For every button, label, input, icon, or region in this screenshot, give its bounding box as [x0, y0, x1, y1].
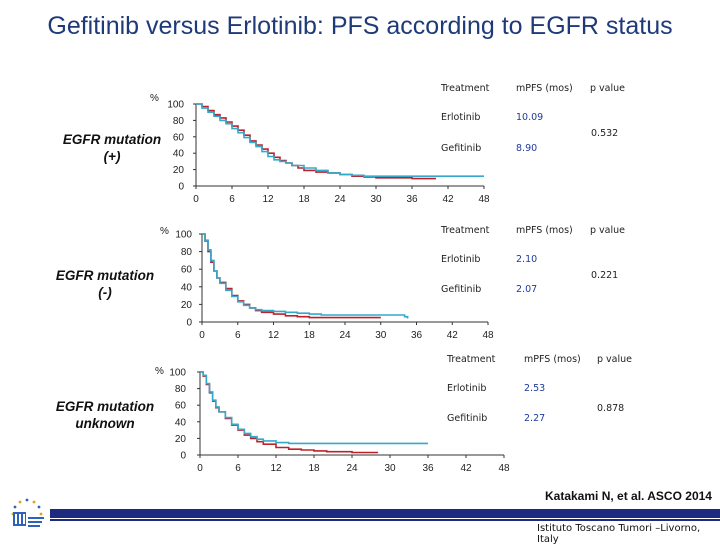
row-label-line2: (-) [98, 285, 112, 300]
p-value: 0.532 [591, 128, 619, 139]
y-tick-label: 40 [175, 417, 187, 428]
citation: Katakami N, et al. ASCO 2014 [545, 489, 712, 503]
y-tick-label: 100 [169, 368, 186, 379]
row-label-egfr-positive: EGFR mutation (+) [62, 131, 162, 165]
row-mpfs: 2.10 [516, 254, 538, 265]
row-mpfs: 2.53 [524, 383, 546, 394]
row-label-line1: EGFR mutation [55, 268, 155, 283]
x-tick-label: 36 [411, 330, 423, 341]
y-tick-label: 20 [181, 300, 193, 311]
x-tick-label: 0 [197, 463, 203, 474]
row-mpfs: 10.09 [516, 112, 544, 123]
header-mpfs: mPFS (mos) [516, 83, 573, 94]
row-mpfs: 8.90 [516, 143, 538, 154]
row-label-egfr-negative: EGFR mutation (-) [55, 267, 155, 301]
x-tick-label: 6 [235, 463, 241, 474]
x-tick-label: 12 [270, 463, 282, 474]
x-tick-label: 6 [235, 330, 241, 341]
row-treatment: Erlotinib [447, 383, 487, 394]
x-tick-label: 36 [422, 463, 434, 474]
x-tick-label: 30 [370, 194, 382, 205]
y-axis-label: % [155, 366, 164, 377]
header-treatment: Treatment [441, 225, 490, 236]
y-tick-label: 100 [167, 100, 184, 111]
x-tick-label: 48 [498, 463, 510, 474]
x-tick-label: 0 [193, 194, 199, 205]
x-tick-label: 24 [346, 463, 358, 474]
row-label-line2: (+) [103, 149, 121, 164]
x-tick-label: 12 [262, 194, 274, 205]
logo-star-ring [11, 498, 43, 516]
x-tick-label: 48 [478, 194, 490, 205]
y-tick-label: 60 [173, 132, 185, 143]
x-tick-label: 18 [304, 330, 316, 341]
header-treatment: Treatment [441, 83, 490, 94]
row-treatment: Gefitinib [441, 143, 482, 154]
row-treatment: Erlotinib [441, 112, 481, 123]
row-label-egfr-unknown: EGFR mutation unknown [55, 398, 155, 432]
km-chart-2: 0 20 40 60 80 100 0 6 12 18 24 30 36 42 48% [155, 366, 510, 474]
slide-title: Gefitinib versus Erlotinib: PFS accordin… [47, 12, 673, 40]
y-tick-label: 40 [173, 149, 185, 160]
footer-line [50, 519, 720, 521]
row-treatment: Gefitinib [447, 413, 488, 424]
row-label-line2: unknown [75, 416, 135, 431]
y-tick-label: 0 [186, 318, 192, 329]
p-value: 0.878 [597, 403, 625, 414]
x-tick-label: 42 [460, 463, 472, 474]
header-pvalue: p value [590, 83, 625, 94]
row-treatment: Gefitinib [441, 284, 482, 295]
km-curve-gefitinib [202, 233, 409, 319]
km-curve-gefitinib [196, 103, 484, 177]
header-mpfs: mPFS (mos) [524, 354, 581, 365]
x-tick-label: 36 [406, 194, 418, 205]
itt-logo [11, 498, 44, 527]
row-mpfs: 2.07 [516, 284, 538, 295]
km-curve-erlotinib [202, 233, 381, 319]
km-curve-gefitinib [200, 371, 428, 445]
x-tick-label: 24 [339, 330, 351, 341]
y-tick-label: 20 [175, 434, 187, 445]
km-curve-erlotinib [200, 371, 379, 454]
header-pvalue: p value [597, 354, 632, 365]
y-tick-label: 0 [180, 451, 186, 462]
p-value: 0.221 [591, 270, 619, 281]
x-tick-label: 12 [268, 330, 280, 341]
y-tick-label: 80 [173, 116, 185, 127]
x-tick-label: 24 [334, 194, 346, 205]
row-treatment: Erlotinib [441, 254, 481, 265]
x-tick-label: 42 [442, 194, 454, 205]
footer-bar [50, 509, 720, 518]
header-treatment: Treatment [447, 354, 496, 365]
x-tick-label: 42 [447, 330, 459, 341]
km-chart-0: 0 20 40 60 80 100 0 6 12 18 24 30 36 42 48% [150, 93, 490, 205]
x-tick-label: 30 [375, 330, 387, 341]
x-tick-label: 0 [199, 330, 205, 341]
header-pvalue: p value [590, 225, 625, 236]
x-tick-label: 18 [308, 463, 320, 474]
y-tick-label: 80 [181, 247, 193, 258]
y-axis-label: % [150, 93, 159, 104]
row-label-line1: EGFR mutation [62, 132, 162, 147]
y-tick-label: 80 [175, 384, 187, 395]
y-tick-label: 100 [175, 230, 192, 241]
y-tick-label: 60 [175, 401, 187, 412]
row-mpfs: 2.27 [524, 413, 546, 424]
y-axis-label: % [160, 226, 169, 237]
y-tick-label: 0 [178, 182, 184, 193]
x-tick-label: 6 [229, 194, 235, 205]
km-chart-1: 0 20 40 60 80 100 0 6 12 18 24 30 36 42 48% [160, 226, 494, 341]
x-tick-label: 30 [384, 463, 396, 474]
header-mpfs: mPFS (mos) [516, 225, 573, 236]
institute-name: Istituto Toscano Tumori –Livorno, Italy [537, 523, 701, 545]
row-label-line1: EGFR mutation [55, 399, 155, 414]
x-tick-label: 18 [298, 194, 310, 205]
y-tick-label: 60 [181, 265, 193, 276]
x-tick-label: 48 [482, 330, 494, 341]
y-tick-label: 20 [173, 165, 185, 176]
y-tick-label: 40 [181, 282, 193, 293]
